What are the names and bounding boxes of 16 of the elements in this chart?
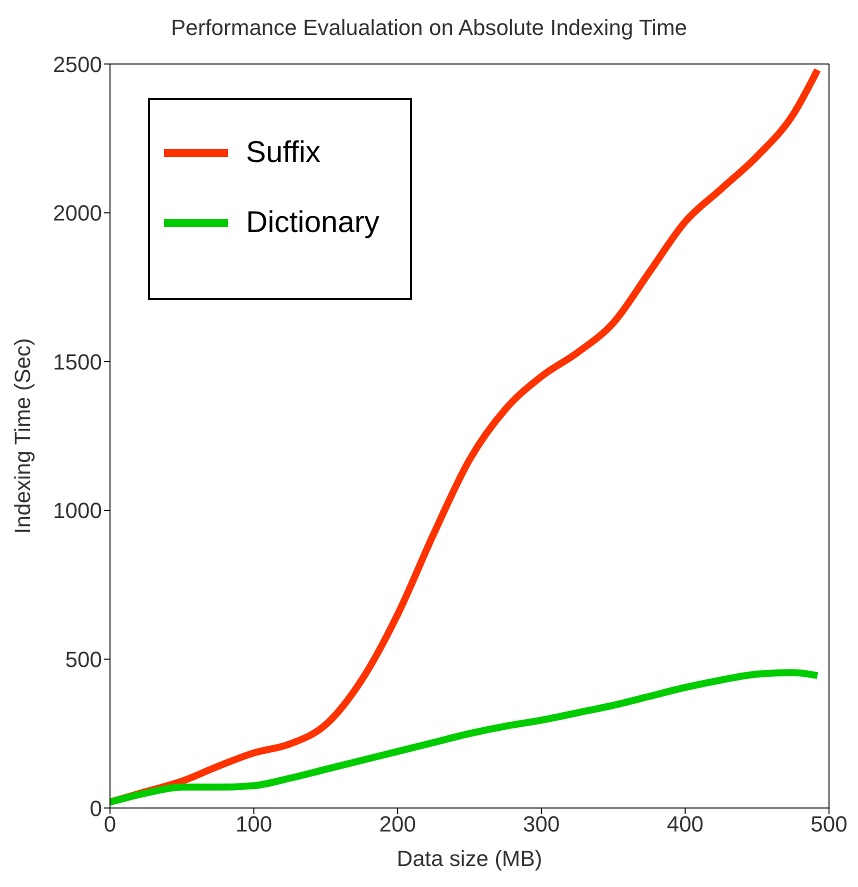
y-tick-label: 0 — [90, 796, 102, 821]
chart-title: Performance Evalualation on Absolute Indexing Time — [170, 14, 688, 42]
x-tick-label: 200 — [379, 812, 416, 837]
legend-label: Dictionary — [246, 206, 380, 240]
legend-label: Suffix — [246, 136, 320, 170]
y-tick-label: 2500 — [53, 52, 102, 77]
y-tick-label: 1500 — [53, 349, 102, 374]
x-tick-label: 500 — [810, 812, 848, 837]
y-tick-label: 1000 — [53, 498, 102, 524]
x-tick-label: 400 — [666, 812, 704, 837]
y-tick-label: 500 — [65, 647, 102, 672]
y-axis-title: Indexing Time (Sec) — [10, 338, 35, 534]
x-tick-label: 100 — [235, 812, 272, 837]
y-tick-label: 2000 — [53, 200, 102, 226]
x-axis-title: Data size (MB) — [396, 846, 542, 871]
x-tick-label: 300 — [523, 812, 560, 837]
